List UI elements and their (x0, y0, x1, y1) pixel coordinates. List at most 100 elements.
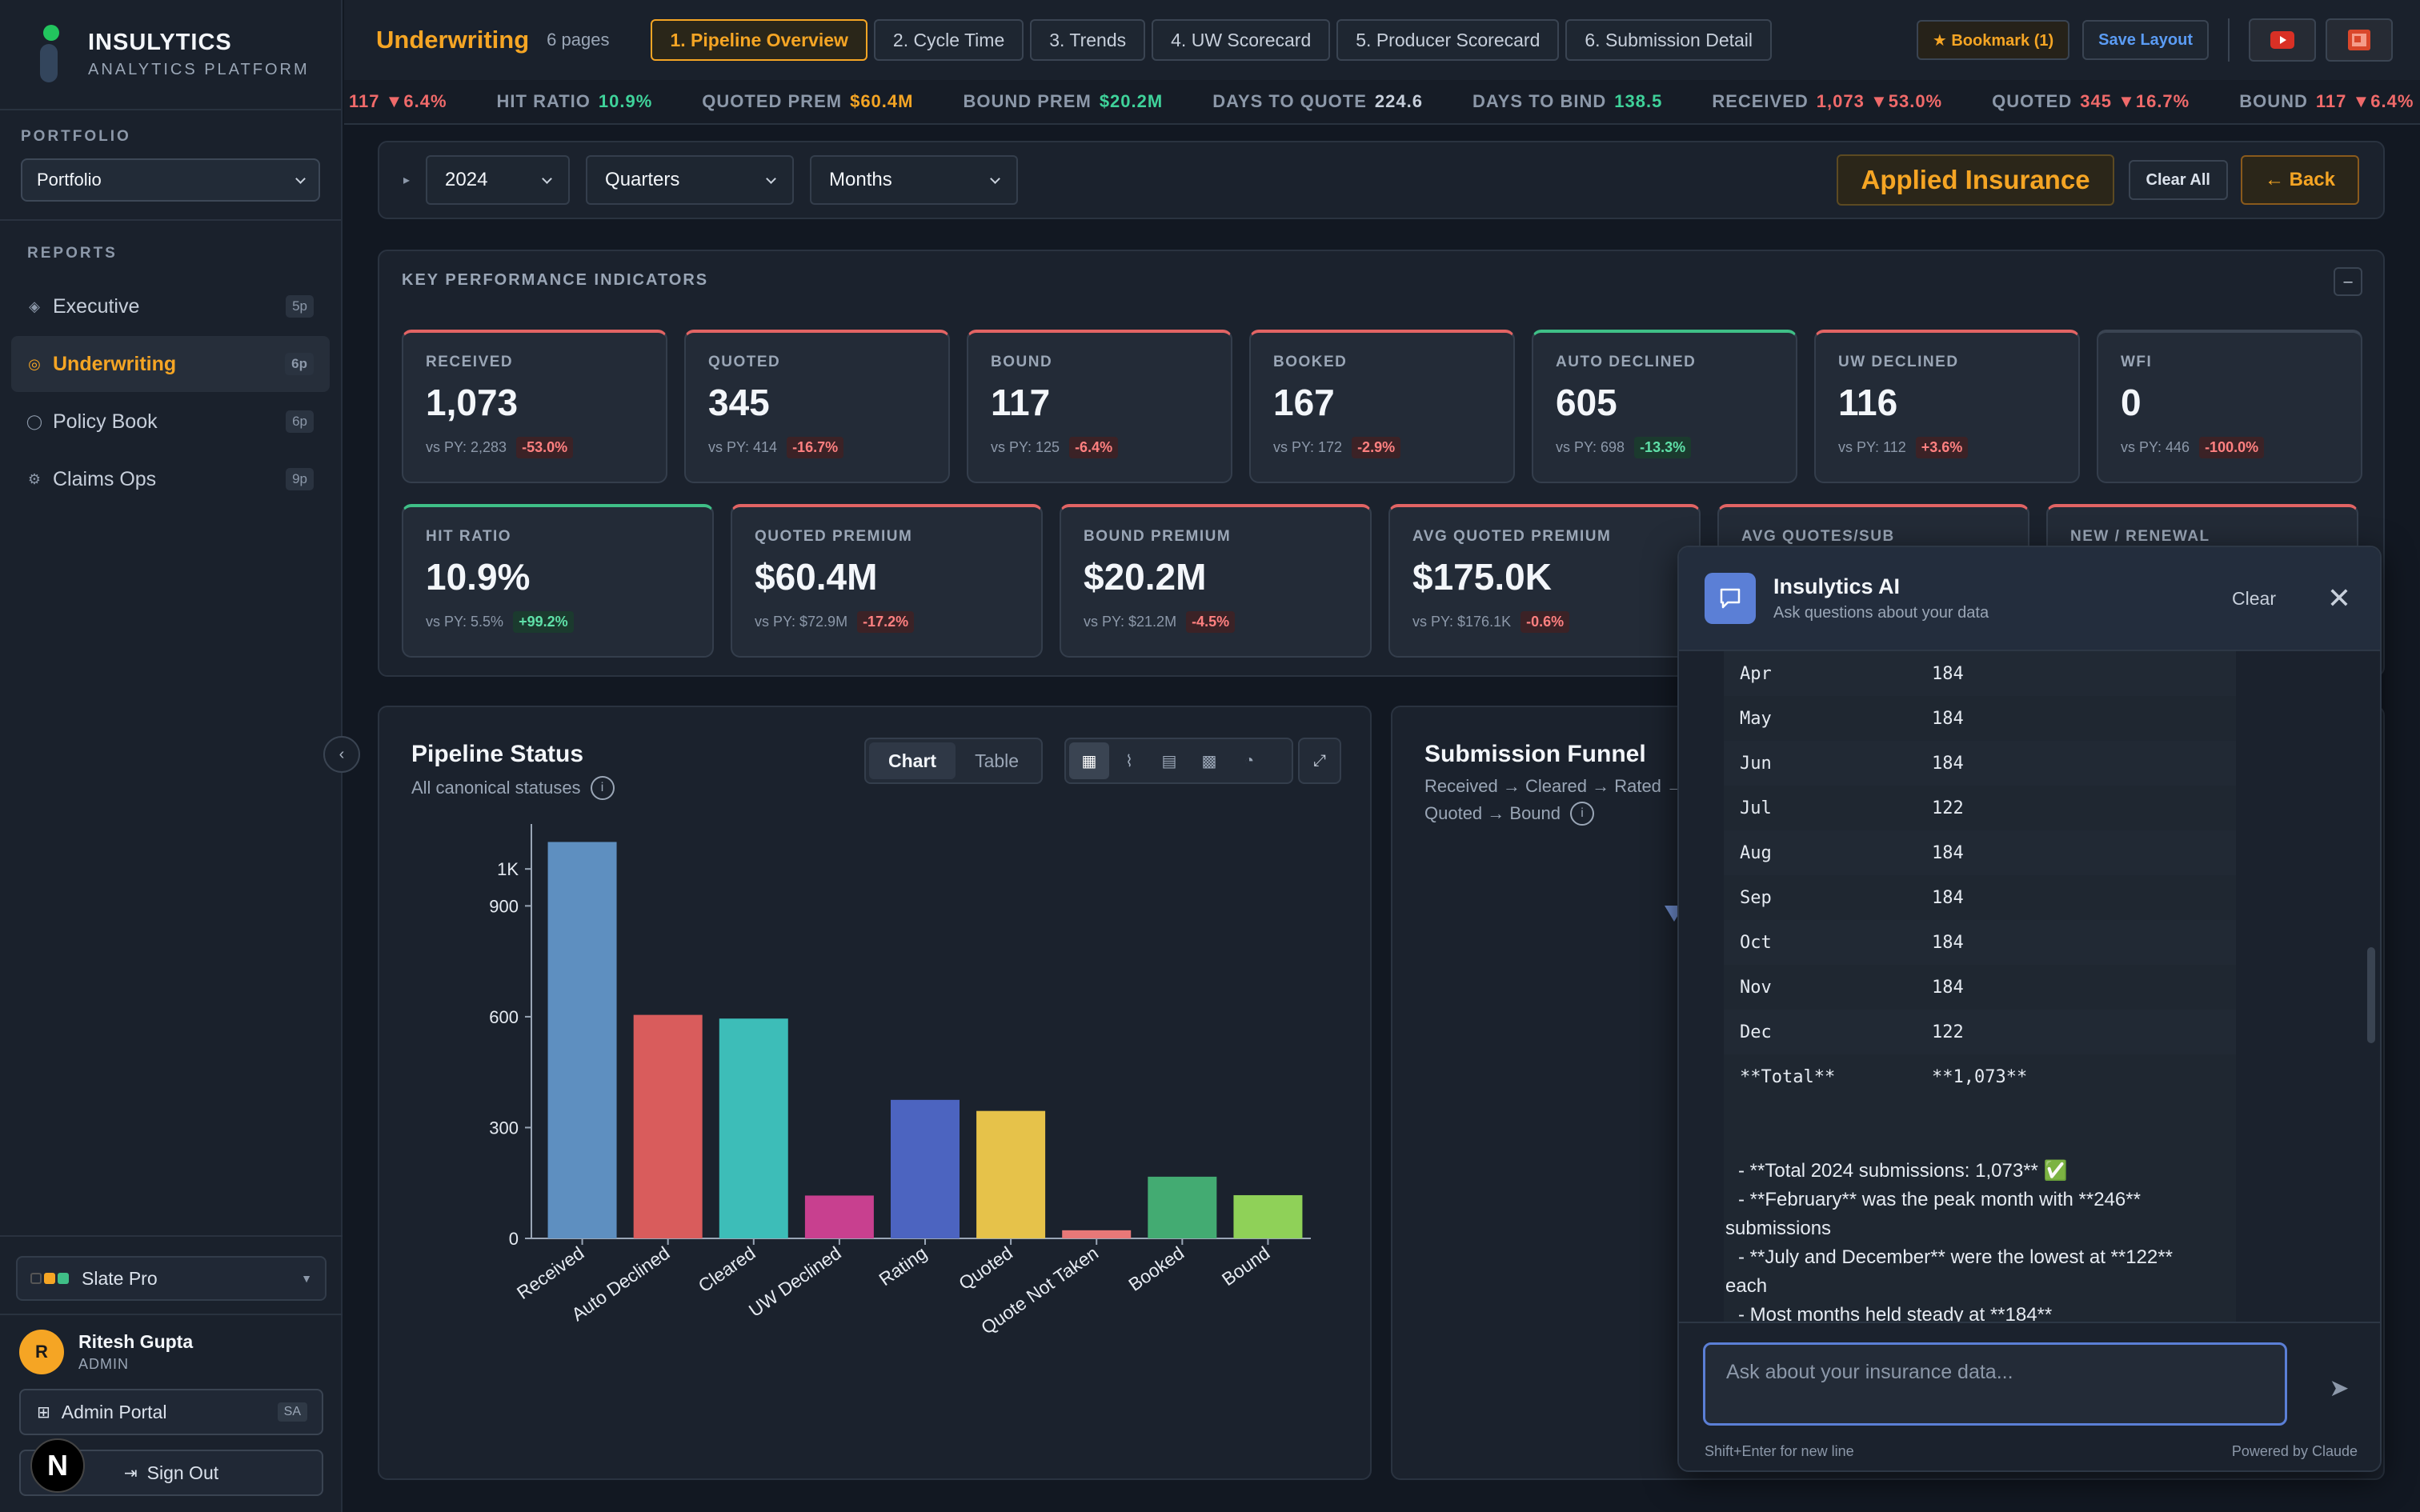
funnel-subtitle-line2: Quoted → Bound i (1424, 802, 1684, 826)
avatar: R (19, 1330, 64, 1374)
ticker-value: $60.4M (850, 91, 914, 111)
kpi-card[interactable]: RECEIVED 1,073 vs PY: 2,283 -53.0% (402, 330, 667, 483)
count-cell: 184 (1932, 753, 1964, 774)
expand-button[interactable]: ⤢ (1298, 738, 1341, 784)
count-cell: 184 (1932, 708, 1964, 729)
ticker-label: RECEIVED (1712, 91, 1809, 111)
send-icon[interactable]: ➤ (2329, 1374, 2350, 1402)
minimize-button[interactable]: – (2334, 267, 2362, 296)
kpi-card[interactable]: BOOKED 167 vs PY: 172 -2.9% (1249, 330, 1515, 483)
sidebar-item-executive[interactable]: ◈ Executive 5p (11, 278, 330, 334)
ticker-item: DAYS TO BIND 138.5 (1472, 80, 1662, 123)
quarters-select[interactable]: Quarters (586, 155, 795, 205)
ticker-value: 224.6 (1374, 91, 1423, 111)
clear-all-button[interactable]: Clear All (2128, 160, 2228, 200)
pie-icon[interactable]: ◔ (1244, 751, 1255, 770)
count-cell: 122 (1932, 1022, 1964, 1042)
kpi-value: 10.9% (426, 556, 531, 598)
kpi-card[interactable]: BOUND 117 vs PY: 125 -6.4% (967, 330, 1232, 483)
sidebar-item-label: Underwriting (53, 352, 177, 375)
tab-submission-detail[interactable]: 6. Submission Detail (1565, 19, 1773, 61)
chat-messages[interactable]: Apr 184 May 184 Jun 184 Jul 122 Aug 184 Sep 184 Oct 1… (1679, 651, 2380, 1322)
kpi-label: BOOKED (1273, 354, 1348, 370)
tab-trends[interactable]: 3. Trends (1030, 19, 1146, 61)
kpi-card[interactable]: AUTO DECLINED 605 vs PY: 698 -13.3% (1532, 330, 1797, 483)
collapse-sidebar-button[interactable]: ‹ (323, 736, 360, 773)
bar-bound[interactable] (1233, 1194, 1303, 1238)
youtube-icon (2270, 31, 2294, 49)
year-select[interactable]: 2024 (426, 155, 571, 205)
admin-portal-button[interactable]: ⊞ Admin Portal SA (19, 1389, 323, 1435)
ticker-value: $20.2M (1099, 91, 1164, 111)
kpi-prior-year: vs PY: $72.9M (755, 614, 848, 630)
tab-pipeline-overview[interactable]: 1. Pipeline Overview (651, 19, 867, 61)
info-icon[interactable]: i (590, 776, 615, 800)
kpi-change-badge: -53.0% (516, 437, 574, 458)
kpi-card[interactable]: UW DECLINED 116 vs PY: 112 +3.6% (1814, 330, 2080, 483)
kpi-change-badge: -2.9% (1352, 437, 1401, 458)
export-video-button[interactable] (2249, 18, 2316, 62)
kpi-value: 605 (1556, 382, 1617, 423)
bar-cleared[interactable] (719, 1018, 788, 1238)
ticker-value: 1,073 ▼53.0% (1816, 91, 1943, 111)
info-icon[interactable]: i (1570, 802, 1595, 826)
expand-filters-icon[interactable]: ▸ (403, 174, 411, 187)
kpi-card[interactable]: BOUND PREMIUM $20.2M vs PY: $21.2M -4.5% (1060, 504, 1372, 658)
table-view-button[interactable]: Table (975, 750, 1020, 771)
sidebar-item-claims-ops[interactable]: ⚙ Claims Ops 9p (11, 451, 330, 507)
chat-notes: - **Total 2024 submissions: 1,073** ✅ - *… (1725, 1157, 2238, 1322)
months-select[interactable]: Months (810, 155, 1019, 205)
sidebar-item-underwriting[interactable]: ◎ Underwriting 6p (11, 336, 330, 392)
bar-rating[interactable] (891, 1099, 960, 1238)
kpi-comparison: vs PY: 446 -100.0% (2121, 437, 2338, 458)
chevron-left-icon: ‹ (339, 745, 345, 763)
sidebar: INSULYTICS ANALYTICS PLATFORM PORTFOLIO … (0, 0, 343, 1512)
close-icon[interactable]: ✕ (2326, 582, 2351, 614)
page-count: 6 pages (547, 30, 610, 50)
tab-cycle-time[interactable]: 2. Cycle Time (873, 19, 1024, 61)
reports-nav: REPORTS ◈ Executive 5p ◎ Underwriting 6p… (0, 221, 341, 507)
tab-producer-scorecard[interactable]: 5. Producer Scorecard (1336, 19, 1560, 61)
kpi-card[interactable]: HIT RATIO 10.9% vs PY: 5.5% +99.2% (402, 504, 714, 658)
line-chart-icon[interactable]: ⌇ (1125, 752, 1133, 770)
bar-booked[interactable] (1148, 1176, 1217, 1238)
theme-select[interactable]: Slate Pro ▼ (16, 1256, 327, 1301)
save-layout-button[interactable]: Save Layout (2082, 20, 2209, 60)
kpi-label: HIT RATIO (426, 528, 512, 545)
bar-received[interactable] (547, 842, 617, 1238)
stacked-icon[interactable]: ▤ (1161, 752, 1177, 770)
dev-tools-badge[interactable]: N (30, 1438, 85, 1493)
bar-chart-icon[interactable]: ▦ (1069, 742, 1109, 779)
kpi-card[interactable]: AVG QUOTED PREMIUM $175.0K vs PY: $176.1K -… (1388, 504, 1701, 658)
chat-input[interactable]: Ask about your insurance data... (1703, 1342, 2287, 1426)
kpi-label: BOUND (991, 354, 1053, 370)
bar-uw-declined[interactable] (804, 1195, 874, 1238)
chart-view-button[interactable]: Chart (869, 742, 956, 779)
grid-icon[interactable]: ▩ (1201, 752, 1217, 770)
swatch-icon (44, 1273, 55, 1284)
kpi-prior-year: vs PY: 2,283 (426, 439, 507, 455)
quarters-value: Quarters (605, 169, 680, 190)
caret-down-icon: ▼ (301, 1272, 312, 1285)
kpi-value: $20.2M (1084, 556, 1207, 598)
chat-clear-button[interactable]: Clear (2232, 587, 2276, 609)
chat-subtitle: Ask questions about your data (1773, 604, 1989, 622)
portfolio-select[interactable]: Portfolio (21, 158, 320, 202)
ticker-label: QUOTED PREM (702, 91, 843, 111)
tab-uw-scorecard[interactable]: 4. UW Scorecard (1152, 19, 1331, 61)
bar-quote-not-taken[interactable] (1062, 1230, 1132, 1238)
sidebar-item-policy-book[interactable]: ◯ Policy Book 6p (11, 394, 330, 450)
back-button[interactable]: ← Back (2240, 155, 2359, 205)
chevron-down-icon (990, 173, 1000, 184)
chat-scrollbar[interactable] (2367, 947, 2375, 1043)
bar-auto-declined[interactable] (633, 1014, 703, 1238)
kpi-card[interactable]: QUOTED PREMIUM $60.4M vs PY: $72.9M -17.2% (731, 504, 1043, 658)
filter-bar: ▸ 2024 Quarters Months Applied Insurance… (378, 141, 2385, 219)
kpi-card[interactable]: WFI 0 vs PY: 446 -100.0% (2097, 330, 2362, 483)
kpi-card[interactable]: QUOTED 345 vs PY: 414 -16.7% (684, 330, 950, 483)
bookmark-button[interactable]: ★ Bookmark (1) (1916, 20, 2070, 60)
count-cell: 184 (1932, 663, 1964, 684)
bar-quoted[interactable] (976, 1110, 1046, 1238)
month-cell: Jul (1740, 798, 1772, 818)
export-ppt-button[interactable] (2326, 18, 2393, 62)
